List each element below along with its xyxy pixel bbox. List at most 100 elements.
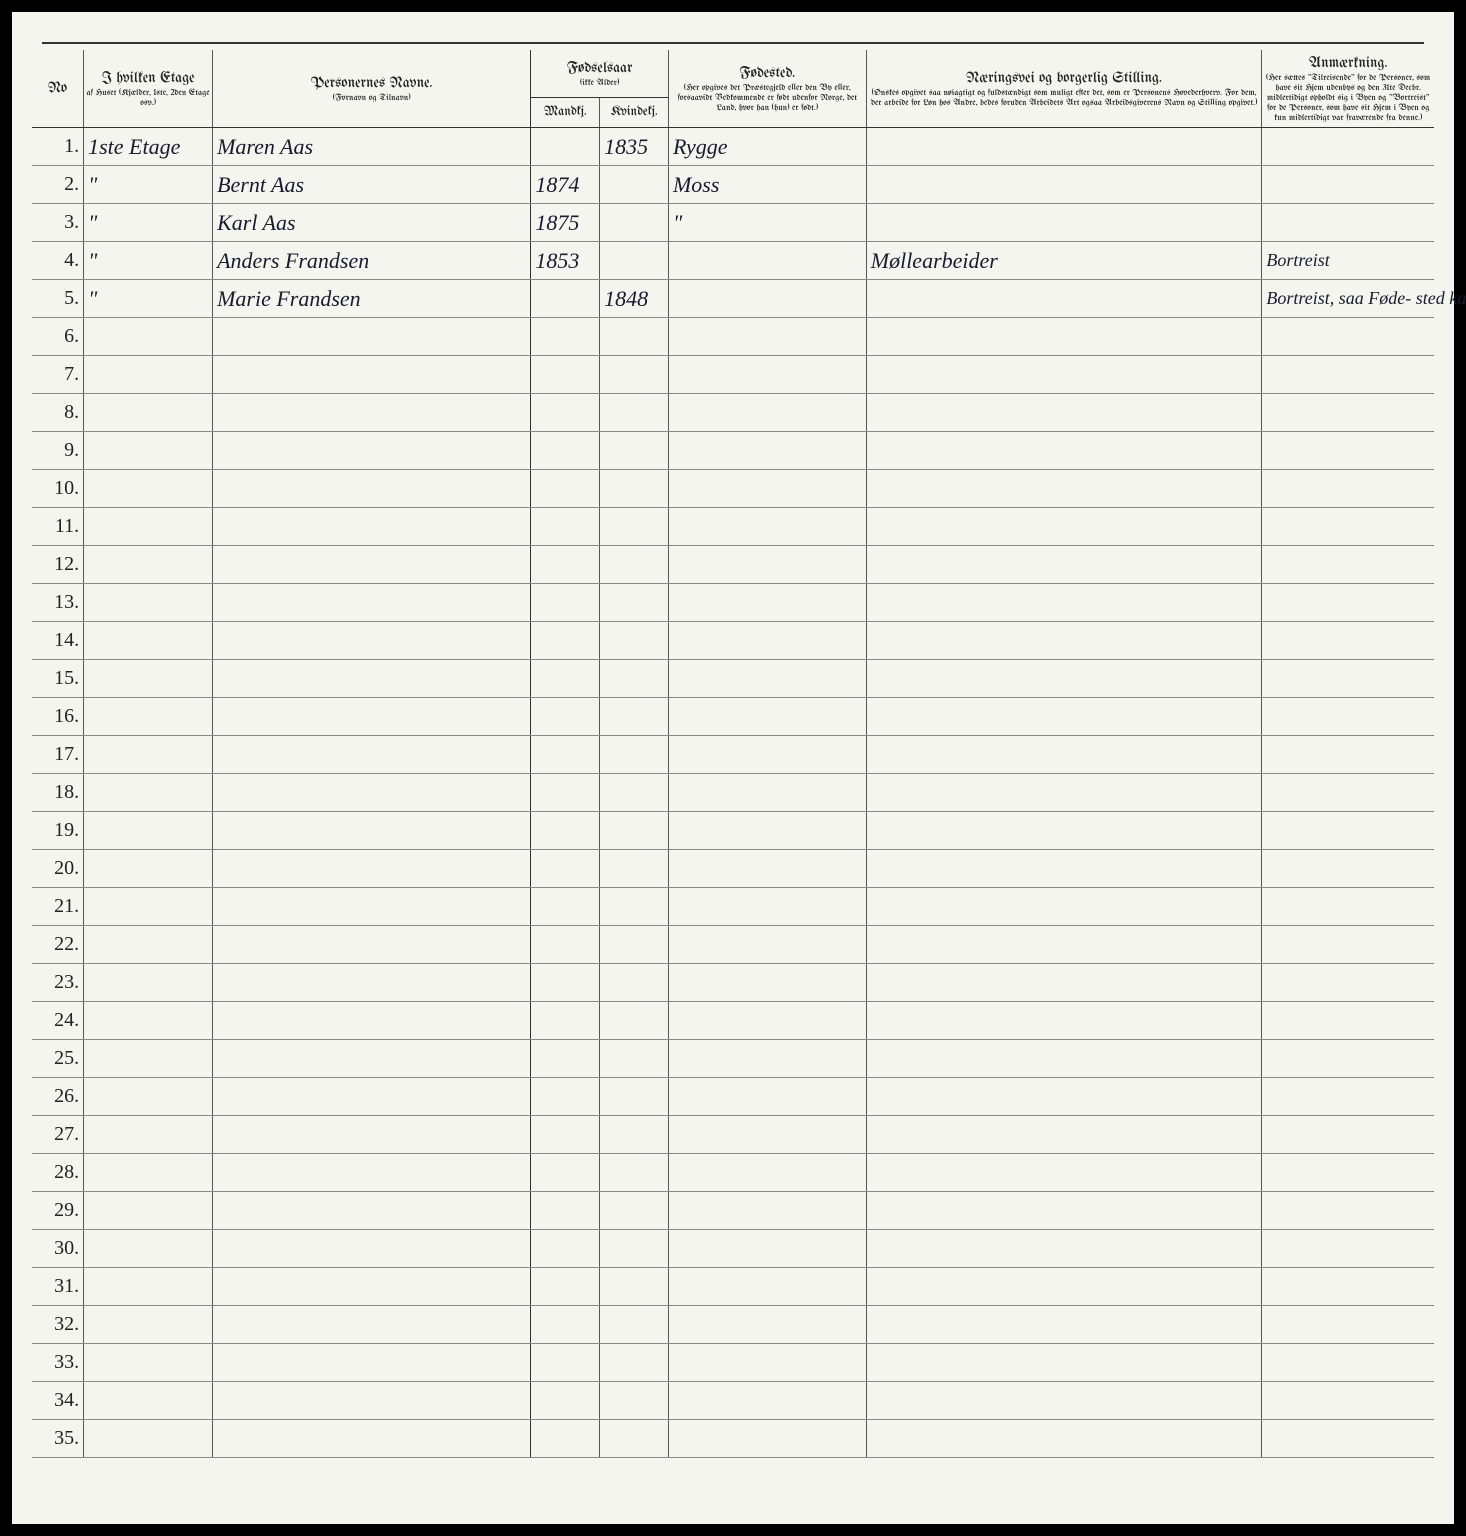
cell-name <box>213 774 531 812</box>
cell-name <box>213 1382 531 1420</box>
cell-remarks <box>1262 1344 1434 1382</box>
cell-etage <box>84 660 213 698</box>
cell-year-male <box>531 128 600 166</box>
cell-name <box>213 888 531 926</box>
cell-no: 17. <box>32 736 84 774</box>
cell-etage <box>84 1002 213 1040</box>
cell-occupation <box>866 1154 1262 1192</box>
top-rule <box>42 42 1424 44</box>
cell-birthplace <box>668 1306 866 1344</box>
header-occupation: Næringsvei og borgerlig Stilling. (Ønske… <box>866 50 1262 128</box>
cell-no: 11. <box>32 508 84 546</box>
cell-no: 14. <box>32 622 84 660</box>
table-row: 2."Bernt Aas1874Moss <box>32 166 1434 204</box>
table-row: 32. <box>32 1306 1434 1344</box>
cell-year-female <box>600 318 669 356</box>
cell-remarks <box>1262 1116 1434 1154</box>
header-names: Personernes Navne. (Fornavn og Tilnavn) <box>213 50 531 128</box>
cell-name <box>213 698 531 736</box>
header-remarks: Anmærkning. (Her sættes "Tilreisende" fo… <box>1262 50 1434 128</box>
table-row: 8. <box>32 394 1434 432</box>
handwritten-text: Anders Frandsen <box>217 248 369 273</box>
cell-etage <box>84 356 213 394</box>
cell-year-female <box>600 1192 669 1230</box>
cell-name: Anders Frandsen <box>213 242 531 280</box>
cell-etage <box>84 1192 213 1230</box>
table-row: 35. <box>32 1420 1434 1458</box>
cell-no: 8. <box>32 394 84 432</box>
cell-occupation <box>866 394 1262 432</box>
table-row: 6. <box>32 318 1434 356</box>
cell-occupation <box>866 1040 1262 1078</box>
cell-year-male <box>531 508 600 546</box>
cell-occupation <box>866 1306 1262 1344</box>
cell-etage <box>84 1040 213 1078</box>
header-names-sub: (Fornavn og Tilnavn) <box>215 94 528 104</box>
cell-year-male <box>531 736 600 774</box>
cell-birthplace <box>668 1192 866 1230</box>
cell-birthplace <box>668 622 866 660</box>
ledger-table: No I hvilken Etage af Huset (Kjælder, 1s… <box>32 50 1434 1458</box>
cell-name <box>213 926 531 964</box>
handwritten-text: " <box>88 286 97 311</box>
handwritten-text: Marie Frandsen <box>217 286 361 311</box>
table-row: 21. <box>32 888 1434 926</box>
cell-year-female <box>600 1078 669 1116</box>
table-row: 7. <box>32 356 1434 394</box>
cell-occupation <box>866 774 1262 812</box>
cell-year-male <box>531 660 600 698</box>
cell-name <box>213 318 531 356</box>
cell-year-female <box>600 774 669 812</box>
cell-name <box>213 432 531 470</box>
cell-birthplace <box>668 1078 866 1116</box>
cell-year-male <box>531 1230 600 1268</box>
cell-remarks: Bortreist <box>1262 242 1434 280</box>
cell-remarks <box>1262 1192 1434 1230</box>
cell-birthplace: " <box>668 204 866 242</box>
cell-year-female <box>600 926 669 964</box>
cell-remarks <box>1262 1154 1434 1192</box>
cell-etage <box>84 926 213 964</box>
cell-etage: " <box>84 242 213 280</box>
cell-name <box>213 470 531 508</box>
cell-occupation <box>866 432 1262 470</box>
handwritten-text: 1874 <box>535 172 579 197</box>
cell-occupation <box>866 1116 1262 1154</box>
table-row: 4."Anders Frandsen1853MøllearbeiderBortr… <box>32 242 1434 280</box>
cell-occupation <box>866 698 1262 736</box>
cell-birthplace <box>668 508 866 546</box>
cell-etage <box>84 1382 213 1420</box>
cell-etage <box>84 736 213 774</box>
cell-year-male <box>531 1078 600 1116</box>
cell-occupation <box>866 850 1262 888</box>
cell-etage <box>84 964 213 1002</box>
cell-remarks <box>1262 204 1434 242</box>
cell-year-female <box>600 204 669 242</box>
cell-year-female <box>600 622 669 660</box>
cell-occupation <box>866 1382 1262 1420</box>
cell-year-male <box>531 546 600 584</box>
cell-occupation <box>866 1230 1262 1268</box>
cell-occupation <box>866 280 1262 318</box>
cell-remarks <box>1262 508 1434 546</box>
cell-year-female <box>600 1420 669 1458</box>
cell-birthplace <box>668 1382 866 1420</box>
cell-remarks <box>1262 432 1434 470</box>
table-row: 33. <box>32 1344 1434 1382</box>
handwritten-text: Karl Aas <box>217 210 295 235</box>
table-row: 11. <box>32 508 1434 546</box>
cell-birthplace <box>668 1268 866 1306</box>
cell-etage <box>84 318 213 356</box>
cell-remarks <box>1262 1040 1434 1078</box>
cell-year-male <box>531 1420 600 1458</box>
cell-year-female <box>600 1002 669 1040</box>
cell-etage: " <box>84 204 213 242</box>
cell-year-female <box>600 432 669 470</box>
table-row: 19. <box>32 812 1434 850</box>
cell-etage <box>84 1306 213 1344</box>
header-etage-sub: af Huset (Kjælder, 1ste, 2den Etage osv.… <box>86 89 210 109</box>
cell-occupation <box>866 964 1262 1002</box>
cell-etage: " <box>84 166 213 204</box>
cell-name <box>213 1192 531 1230</box>
table-row: 31. <box>32 1268 1434 1306</box>
